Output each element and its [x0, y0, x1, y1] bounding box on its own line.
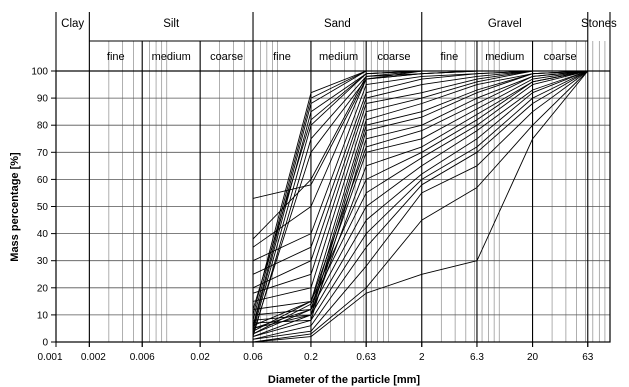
- y-tick-label: 90: [37, 94, 49, 105]
- grading-curve: [252, 70, 588, 332]
- soil-subclass-label: medium: [319, 51, 358, 63]
- grading-curve: [252, 70, 588, 332]
- grading-curve: [252, 70, 589, 340]
- x-tick-label: 0.02: [190, 352, 210, 363]
- y-tick-label: 20: [37, 283, 49, 294]
- soil-subclass-label: coarse: [377, 51, 410, 63]
- grading-curve: [252, 70, 588, 338]
- soil-class-label: Silt: [163, 18, 180, 30]
- x-axis-label: Diameter of the particle [mm]: [268, 374, 421, 386]
- grading-curve: [252, 70, 588, 240]
- soil-class-label: Gravel: [488, 18, 522, 30]
- soil-subclass-label: fine: [440, 51, 458, 63]
- soil-subclass-label: coarse: [544, 51, 577, 63]
- y-tick-label: 0: [42, 338, 48, 349]
- x-tick-label: 0.2: [304, 352, 318, 363]
- soil-subclass-label: fine: [273, 51, 291, 63]
- y-tick-label: 40: [37, 229, 49, 240]
- grading-curve: [252, 70, 588, 335]
- y-tick-label: 70: [37, 148, 49, 159]
- grading-curve: [252, 70, 588, 337]
- x-tick-label: 63: [582, 352, 594, 363]
- grading-curve: [252, 70, 588, 310]
- grid: [56, 41, 610, 342]
- soil-class-label: Sand: [324, 18, 351, 30]
- x-tick-label: 0.06: [243, 352, 263, 363]
- x-tick-label: 0.001: [37, 352, 62, 363]
- x-tick-label: 6.3: [470, 352, 484, 363]
- x-tick-label: 20: [527, 352, 539, 363]
- soil-subclass-label: medium: [152, 51, 191, 63]
- grading-curve: [252, 70, 588, 275]
- x-tick-label: 0.006: [130, 352, 155, 363]
- grading-curve: [252, 70, 588, 324]
- soil-subclass-label: fine: [107, 51, 125, 63]
- soil-class-label: Stones: [581, 18, 617, 30]
- soil-subclass-label: medium: [485, 51, 524, 63]
- axes: 0 10 20 30 40 50 60 70 80 90 100 0.001 0.002 0.006 0.0…: [31, 12, 611, 363]
- grading-curve: [252, 70, 588, 335]
- soil-class-header: Clay Silt Sand Gravel Stones fine medium coarse…: [61, 18, 617, 63]
- y-tick-label: 30: [37, 256, 49, 267]
- y-tick-label: 100: [31, 67, 48, 78]
- y-tick-label: 10: [37, 310, 49, 321]
- x-tick-label: 2: [419, 352, 425, 363]
- soil-subclass-label: coarse: [210, 51, 243, 63]
- y-axis-label: Mass percentage [%]: [9, 152, 21, 262]
- grading-curve: [252, 70, 588, 310]
- grading-curve: [252, 70, 588, 338]
- y-tick-label: 60: [37, 175, 49, 186]
- y-tick-label: 50: [37, 202, 49, 213]
- x-tick-label: 0.002: [81, 352, 106, 363]
- grading-curve: [252, 70, 589, 340]
- soil-class-label: Clay: [61, 18, 84, 30]
- x-tick-label: 0.63: [356, 352, 376, 363]
- grading-curve: [252, 70, 588, 335]
- y-tick-label: 80: [37, 121, 49, 132]
